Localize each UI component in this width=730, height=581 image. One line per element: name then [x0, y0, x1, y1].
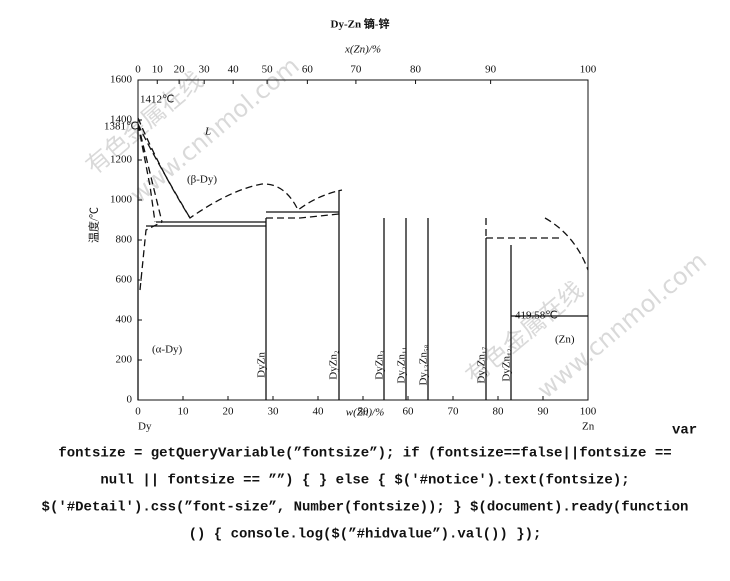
- phase-label: Dy₂Zn₁₁: [396, 346, 408, 383]
- figure-bg: [60, 0, 640, 440]
- top-tick-label: 30: [199, 64, 211, 76]
- end-label: Dy: [138, 421, 152, 433]
- y-tick-label: 0: [127, 394, 133, 406]
- top-tick-label: 100: [580, 64, 597, 76]
- bottom-axis-label: w(Zn)/%: [346, 407, 385, 419]
- annotation: 1381℃: [104, 121, 138, 133]
- x-tick-label: 10: [178, 406, 190, 418]
- end-label: Zn: [582, 421, 595, 433]
- top-tick-label: 10: [152, 64, 164, 76]
- x-tick-label: 40: [313, 406, 325, 418]
- phase-label: DyZn₃: [374, 350, 386, 380]
- annotation: 419.58℃: [515, 310, 558, 322]
- figure-title: Dy-Zn 镝-锌: [331, 17, 390, 31]
- annotation: (Zn): [555, 334, 575, 346]
- top-tick-label: 80: [410, 64, 422, 76]
- phase-label: DyZn: [256, 352, 268, 378]
- x-tick-label: 20: [223, 406, 235, 418]
- x-tick-label: 80: [493, 406, 505, 418]
- y-tick-label: 400: [116, 314, 133, 326]
- annotation: 1412℃: [140, 94, 174, 106]
- y-tick-label: 600: [116, 274, 133, 286]
- x-tick-label: 100: [580, 406, 597, 418]
- x-tick-label: 50: [358, 406, 370, 418]
- phase-label: DyZn₁₂: [501, 348, 513, 381]
- top-tick-label: 50: [262, 64, 274, 76]
- y-tick-label: 1400: [110, 114, 133, 126]
- top-tick-label: 40: [228, 64, 240, 76]
- y-tick-label: 1600: [110, 74, 133, 86]
- x-tick-label: 60: [403, 406, 415, 418]
- top-tick-label: 20: [174, 64, 186, 76]
- code-line: null || fontsize == ””) { } else { $('#n…: [100, 473, 629, 489]
- x-tick-label: 70: [448, 406, 460, 418]
- x-tick-label: 0: [135, 406, 141, 418]
- annotation: L: [204, 126, 211, 138]
- code-line: $('#Detail').css(”font-size”, Number(fon…: [42, 500, 689, 516]
- phase-lines: [137, 117, 589, 400]
- y-tick-label: 1200: [110, 154, 133, 166]
- top-tick-label: 0: [135, 64, 141, 76]
- code-line: var: [672, 423, 697, 439]
- x-tick-label: 30: [268, 406, 280, 418]
- annotation: (β-Dy): [187, 174, 217, 186]
- code-line: () { console.log($(”#hidvalue”).val()) }…: [189, 527, 542, 543]
- phase-label: Dy₂Zn₁₇: [476, 346, 488, 383]
- y-axis-label: 温度/℃: [87, 207, 101, 243]
- x-tick-label: 90: [538, 406, 550, 418]
- y-tick-label: 800: [116, 234, 133, 246]
- phase-label: Dy₁₃Zn₅₈: [418, 344, 430, 385]
- y-tick-label: 200: [116, 354, 133, 366]
- top-tick-label: 70: [350, 64, 362, 76]
- top-tick-label: 90: [485, 64, 497, 76]
- top-axis-label: x(Zn)/%: [344, 44, 381, 56]
- y-tick-label: 1000: [110, 194, 133, 206]
- code-line: fontsize = getQueryVariable(”fontsize”);…: [58, 446, 671, 462]
- top-tick-label: 60: [302, 64, 314, 76]
- annotation: (α-Dy): [152, 344, 183, 356]
- phase-label: DyZn₂: [328, 350, 340, 380]
